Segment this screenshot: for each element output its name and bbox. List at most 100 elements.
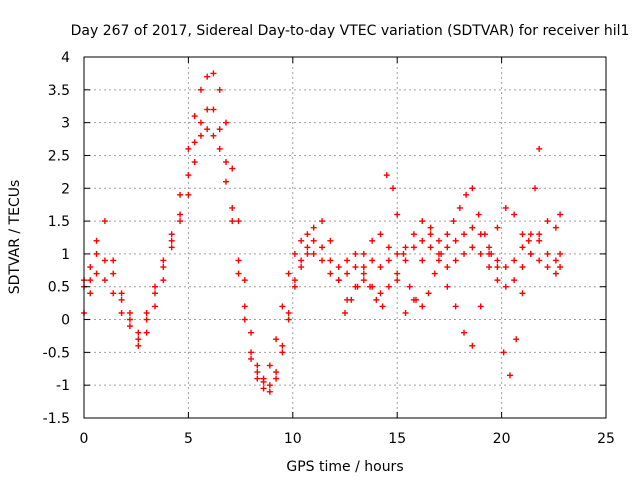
data-point-track-b bbox=[427, 244, 434, 251]
data-point-track-a bbox=[402, 244, 409, 251]
data-point-track-a bbox=[285, 309, 292, 316]
data-point-track-b bbox=[254, 375, 261, 382]
data-point-track-a bbox=[298, 257, 305, 264]
data-point-track-c bbox=[360, 264, 367, 271]
data-point-track-c bbox=[427, 231, 434, 238]
data-point-track-b bbox=[210, 106, 217, 113]
data-point-track-a bbox=[519, 244, 526, 251]
data-point-track-a bbox=[222, 119, 229, 126]
data-point-track-a bbox=[126, 309, 133, 316]
data-point-track-a bbox=[360, 250, 367, 257]
data-point-track-c bbox=[469, 342, 476, 349]
data-point-track-b bbox=[419, 237, 426, 244]
x-tick-labels: 0 5 10 15 20 25 bbox=[80, 431, 615, 447]
data-point-track-a bbox=[210, 70, 217, 77]
y-tick-label: 4 bbox=[61, 50, 70, 66]
data-point-track-b bbox=[87, 277, 94, 284]
data-point-track-b bbox=[552, 270, 559, 277]
data-point-track-b bbox=[352, 264, 359, 271]
data-point-track-c bbox=[210, 132, 217, 139]
data-point-track-b bbox=[110, 290, 117, 297]
data-point-track-d bbox=[513, 336, 520, 343]
data-point-track-b bbox=[291, 283, 298, 290]
x-tick-label: 10 bbox=[284, 431, 302, 447]
data-point-track-d bbox=[469, 185, 476, 192]
data-point-track-c bbox=[191, 159, 198, 166]
data-point-track-c bbox=[93, 237, 100, 244]
data-point-track-c bbox=[273, 336, 280, 343]
data-point-track-a bbox=[87, 264, 94, 271]
data-point-track-a bbox=[248, 329, 255, 336]
data-point-track-d bbox=[400, 250, 407, 257]
data-point-track-b bbox=[394, 270, 401, 277]
data-point-track-b bbox=[544, 264, 551, 271]
y-tick-label: 1 bbox=[61, 247, 70, 263]
data-point-track-b bbox=[216, 126, 223, 133]
x-tick-label: 15 bbox=[388, 431, 406, 447]
data-point-track-a bbox=[544, 250, 551, 257]
chart-title: Day 267 of 2017, Sidereal Day-to-day VTE… bbox=[71, 23, 630, 39]
data-point-track-d bbox=[360, 277, 367, 284]
data-point-track-a bbox=[511, 257, 518, 264]
data-point-track-a bbox=[216, 86, 223, 93]
data-point-track-d bbox=[425, 290, 432, 297]
data-point-track-a bbox=[502, 264, 509, 271]
data-point-track-d bbox=[481, 231, 488, 238]
data-point-track-d bbox=[488, 250, 495, 257]
data-point-track-d bbox=[532, 185, 539, 192]
data-point-track-b bbox=[477, 250, 484, 257]
data-points bbox=[81, 70, 564, 395]
data-point-track-b bbox=[304, 250, 311, 257]
data-point-track-d bbox=[494, 264, 501, 271]
data-point-track-a bbox=[204, 73, 211, 80]
data-point-track-d bbox=[367, 283, 374, 290]
data-point-track-b bbox=[143, 329, 150, 336]
data-point-track-a bbox=[110, 270, 117, 277]
data-point-track-b bbox=[118, 309, 125, 316]
data-point-track-a bbox=[369, 257, 376, 264]
data-point-track-d bbox=[500, 349, 507, 356]
data-point-track-c bbox=[327, 237, 334, 244]
data-point-track-c bbox=[216, 145, 223, 152]
data-point-track-d bbox=[383, 172, 390, 179]
data-point-track-b bbox=[536, 257, 543, 264]
y-tick-label: 1.5 bbox=[48, 214, 70, 230]
data-point-track-b bbox=[235, 257, 242, 264]
data-point-track-d bbox=[390, 185, 397, 192]
data-point-track-b bbox=[469, 244, 476, 251]
y-tick-label: -0.5 bbox=[43, 345, 70, 361]
data-point-track-b bbox=[444, 264, 451, 271]
axis-ticks bbox=[83, 56, 607, 419]
data-point-track-b bbox=[310, 250, 317, 257]
data-point-track-b bbox=[486, 264, 493, 271]
y-tick-label: 2 bbox=[61, 181, 70, 197]
data-point-track-a bbox=[557, 250, 564, 257]
data-point-track-d bbox=[463, 191, 470, 198]
data-point-track-b bbox=[377, 290, 384, 297]
data-point-track-a bbox=[394, 250, 401, 257]
data-point-track-a bbox=[118, 290, 125, 297]
data-point-track-b bbox=[241, 303, 248, 310]
data-point-track-b bbox=[557, 264, 564, 271]
data-point-track-d bbox=[379, 303, 386, 310]
data-point-track-c bbox=[452, 303, 459, 310]
data-point-track-a bbox=[304, 244, 311, 251]
data-point-track-d bbox=[475, 211, 482, 218]
data-point-track-c bbox=[394, 277, 401, 284]
data-point-track-c bbox=[552, 224, 559, 231]
data-point-track-c bbox=[511, 211, 518, 218]
data-point-track-d bbox=[431, 270, 438, 277]
data-point-track-a bbox=[197, 86, 204, 93]
data-point-track-c bbox=[135, 329, 142, 336]
data-point-track-a bbox=[352, 250, 359, 257]
data-point-track-c bbox=[197, 132, 204, 139]
data-point-track-a bbox=[143, 316, 150, 323]
data-point-track-a bbox=[469, 224, 476, 231]
data-point-track-c bbox=[544, 218, 551, 225]
data-point-track-c bbox=[177, 218, 184, 225]
data-point-track-a bbox=[536, 237, 543, 244]
data-point-track-a bbox=[279, 342, 286, 349]
data-point-track-b bbox=[327, 270, 334, 277]
data-point-track-a bbox=[335, 264, 342, 271]
data-point-track-c bbox=[143, 309, 150, 316]
